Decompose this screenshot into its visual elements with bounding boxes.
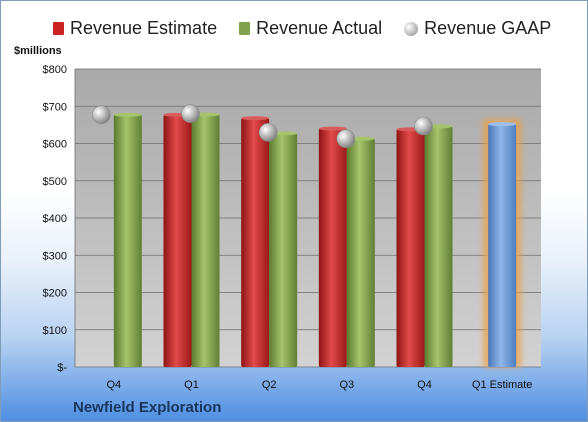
marker-revenue-gaap bbox=[91, 105, 111, 125]
bar-revenue-actual bbox=[269, 133, 298, 367]
legend-item-gaap: Revenue GAAP bbox=[404, 18, 551, 39]
bar-revenue-estimate bbox=[318, 128, 347, 367]
legend-label-gaap: Revenue GAAP bbox=[424, 18, 552, 38]
bar-revenue-estimate bbox=[396, 129, 425, 367]
y-tick-label: $400 bbox=[43, 213, 67, 225]
bar-revenue-estimate bbox=[163, 114, 192, 367]
y-tick-label: $- bbox=[57, 362, 67, 374]
bar-cap-estimate-next bbox=[488, 122, 517, 127]
legend-label-actual: Revenue Actual bbox=[256, 18, 383, 38]
bar-revenue-actual bbox=[424, 126, 453, 368]
y-tick-label: $500 bbox=[43, 176, 67, 188]
y-tick-label: $600 bbox=[43, 139, 67, 151]
x-tick-label: Q1 Estimate bbox=[472, 379, 533, 391]
legend-label-estimate: Revenue Estimate bbox=[70, 18, 218, 38]
y-tick-label: $800 bbox=[43, 64, 67, 76]
x-tick-label: Q2 bbox=[262, 379, 277, 391]
bar-revenue-estimate bbox=[241, 118, 270, 367]
x-tick-label: Q3 bbox=[339, 379, 354, 391]
x-tick-label: Q4 bbox=[417, 379, 432, 391]
bar-cap-estimate bbox=[318, 126, 347, 131]
y-tick-label: $200 bbox=[43, 288, 67, 300]
bar-revenue-actual bbox=[113, 114, 142, 367]
bar-cap-actual bbox=[113, 112, 142, 117]
marker-revenue-gaap bbox=[258, 123, 278, 142]
x-tick-label: Q1 bbox=[184, 379, 199, 391]
y-tick-label: $300 bbox=[43, 250, 67, 262]
legend-swatch-actual bbox=[239, 22, 251, 35]
bar-cap-estimate bbox=[241, 116, 270, 121]
legend: Revenue Estimate Revenue Actual Revenue … bbox=[53, 18, 551, 39]
legend-item-estimate: Revenue Estimate bbox=[53, 18, 217, 39]
bar-revenue-actual bbox=[191, 114, 220, 367]
y-tick-label: $100 bbox=[43, 325, 67, 337]
marker-revenue-gaap bbox=[414, 116, 433, 136]
marker-revenue-gaap bbox=[336, 129, 356, 148]
y-tick-label: $700 bbox=[43, 101, 67, 113]
marker-revenue-gaap bbox=[181, 104, 200, 123]
bar-revenue-actual bbox=[346, 138, 375, 367]
bar-revenue-estimate-next bbox=[488, 124, 517, 367]
y-unit-label: $millions bbox=[14, 45, 62, 57]
company-name: Newfield Exploration bbox=[73, 399, 222, 416]
legend-swatch-gaap bbox=[404, 21, 419, 36]
legend-item-actual: Revenue Actual bbox=[239, 18, 382, 39]
legend-swatch-estimate bbox=[53, 22, 64, 35]
x-tick-label: Q4 bbox=[106, 379, 121, 391]
